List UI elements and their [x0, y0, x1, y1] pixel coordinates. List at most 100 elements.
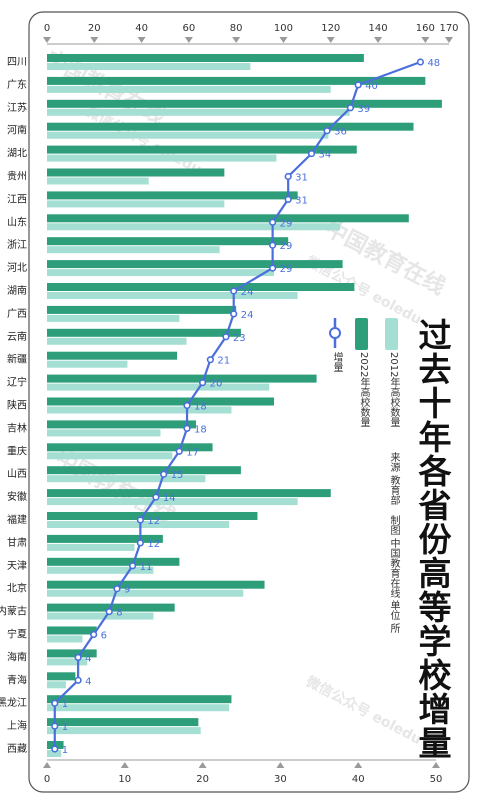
bar-2022: [47, 580, 265, 589]
category-label: 北京: [7, 582, 27, 595]
increment-data-label: 48: [427, 58, 440, 69]
increment-data-label: 4: [85, 676, 91, 687]
category-label: 山西: [7, 468, 27, 480]
bar-2012: [47, 681, 66, 689]
bar-2012: [47, 635, 83, 643]
bar-2012: [47, 200, 225, 208]
legend-swatch-2012: [385, 318, 398, 350]
top-tick-label: 20: [88, 23, 101, 34]
bar-2022: [47, 237, 289, 246]
category-label: 内蒙古: [0, 605, 27, 618]
bar-2012: [47, 292, 298, 299]
category-label: 江苏: [7, 101, 27, 114]
increment-data-label: 36: [334, 127, 347, 138]
increment-data-label: 20: [210, 379, 223, 390]
top-tick-label: 0: [44, 23, 50, 34]
category-label: 上海: [7, 719, 27, 732]
bar-2022: [47, 168, 225, 177]
increment-data-label: 15: [171, 470, 184, 481]
category-label: 海南: [7, 650, 27, 663]
top-tick-label: 100: [274, 23, 293, 34]
increment-point: [346, 104, 355, 112]
category-label: 浙江: [7, 239, 27, 251]
bar-2012: [47, 521, 230, 528]
increment-data-label: 29: [280, 218, 293, 229]
category-label: 贵州: [7, 170, 27, 183]
bar-2012: [47, 63, 251, 70]
bar-2022: [47, 283, 355, 291]
category-label: 福建: [7, 513, 27, 526]
bar-2022: [47, 695, 232, 704]
source-note: 来源 教育部: [388, 452, 399, 506]
increment-point: [230, 287, 238, 295]
increment-data-label: 21: [217, 356, 230, 367]
bottom-tick-marker: [120, 762, 129, 768]
legend-label-2012: 2012年高校数量: [388, 352, 399, 428]
top-tick-marker: [137, 37, 146, 43]
increment-data-label: 31: [295, 173, 308, 184]
bar-2012: [47, 475, 206, 483]
bar-2022: [47, 54, 364, 62]
bottom-tick-marker: [198, 762, 207, 768]
increment-data-label: 6: [101, 631, 107, 642]
category-label: 江西: [7, 193, 27, 205]
increment-point: [136, 539, 144, 547]
bar-2022: [47, 260, 343, 269]
increment-point: [222, 333, 230, 341]
bar-2012: [47, 704, 230, 712]
top-tick-label: 120: [321, 23, 340, 34]
bar-2012: [47, 177, 149, 185]
increment-point: [230, 310, 238, 318]
increment-point: [284, 172, 292, 181]
top-tick-marker: [326, 37, 335, 43]
bar-2012: [47, 406, 232, 414]
bar-2012: [47, 269, 275, 277]
increment-data-label: 18: [194, 424, 207, 435]
category-label: 西藏: [7, 743, 27, 755]
increment-point: [51, 745, 59, 753]
top-tick-label: 140: [369, 23, 388, 34]
increment-point: [152, 493, 160, 501]
unit-note: 单位 所: [388, 600, 399, 634]
bar-2022: [47, 443, 213, 452]
increment-data-label: 34: [319, 150, 332, 161]
legend-label-increment: 增量: [331, 352, 342, 372]
increment-point: [416, 58, 425, 66]
bar-2022: [47, 145, 357, 154]
increment-point: [307, 150, 316, 158]
bottom-tick-label: 10: [118, 774, 131, 785]
category-label: 云南: [7, 330, 27, 343]
increment-data-label: 4: [85, 653, 91, 664]
increment-point: [105, 607, 113, 616]
bar-2012: [47, 589, 244, 597]
bar-2022: [47, 99, 442, 108]
bar-2022: [47, 397, 275, 406]
top-tick-marker: [232, 37, 241, 43]
bar-2012: [47, 383, 270, 391]
increment-data-label: 9: [124, 585, 130, 596]
credit-note: 制图 中国教育在线: [388, 515, 399, 599]
increment-data-label: 12: [147, 539, 160, 550]
category-label: 四川: [7, 57, 27, 68]
increment-point: [269, 218, 277, 226]
increment-point: [113, 585, 121, 593]
category-label: 安徽: [7, 490, 27, 503]
increment-data-label: 31: [295, 195, 308, 206]
top-tick-marker: [374, 37, 383, 43]
category-label: 宁夏: [7, 628, 27, 641]
top-tick-marker: [279, 37, 288, 43]
category-label: 吉林: [7, 421, 27, 434]
bottom-tick-marker: [354, 762, 363, 768]
top-tick-marker: [90, 37, 99, 43]
increment-data-label: 18: [194, 402, 207, 413]
legend-swatch-2022: [355, 318, 368, 350]
category-label: 河北: [7, 262, 27, 274]
bottom-tick-label: 40: [352, 774, 365, 785]
top-tick-label: 160: [416, 23, 435, 34]
increment-point: [51, 722, 59, 730]
bottom-tick-marker: [432, 762, 440, 768]
increment-point: [269, 264, 277, 272]
legend-label-2022: 2022年高校数量: [358, 352, 369, 428]
increment-data-label: 11: [140, 562, 153, 573]
